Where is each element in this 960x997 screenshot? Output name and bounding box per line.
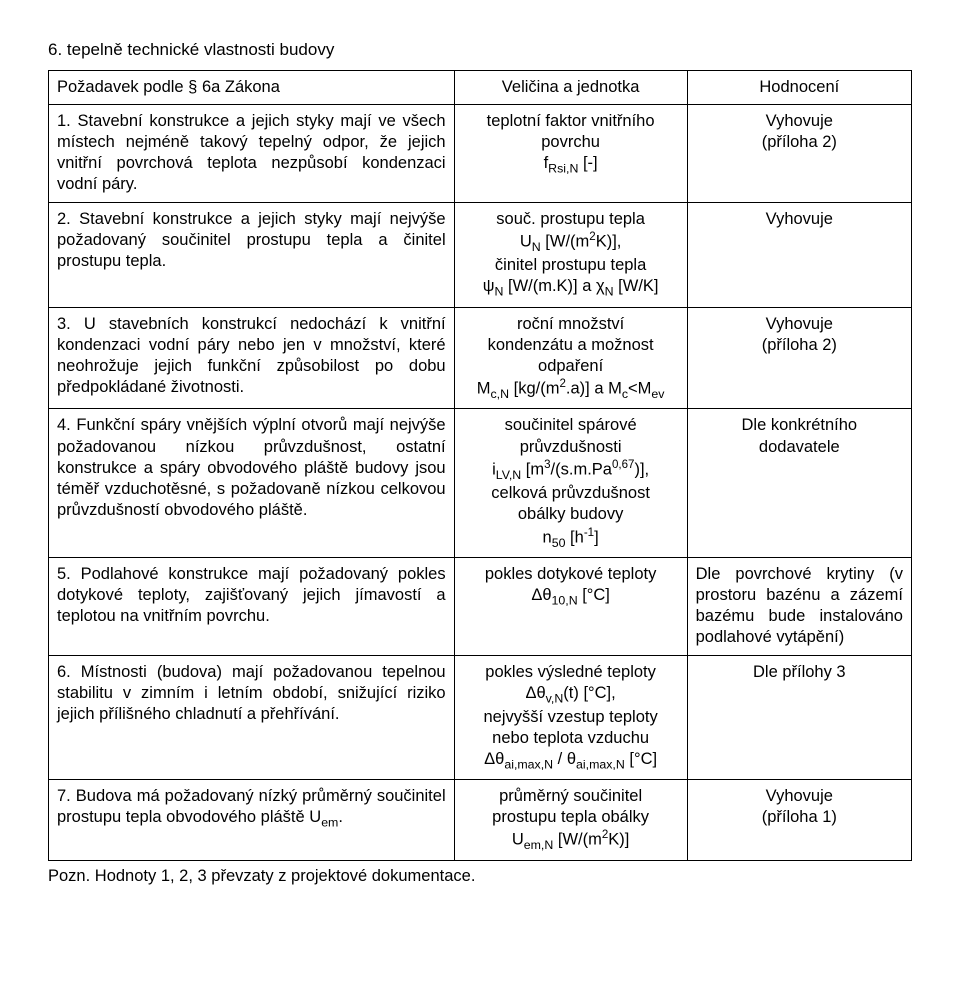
table-row: 5. Podlahové konstrukce mají požadovaný … [49,558,912,655]
header-evaluation: Hodnocení [687,71,911,105]
header-quantity: Veličina a jednotka [454,71,687,105]
cell-requirement: 4. Funkční spáry vnějších výplní otvorů … [49,409,455,558]
cell-requirement: 7. Budova má požadovaný nízký průměrný s… [49,780,455,861]
section-title: 6. tepelně technické vlastnosti budovy [48,40,912,60]
cell-evaluation: Vyhovuje(příloha 2) [687,307,911,409]
header-requirement: Požadavek podle § 6a Zákona [49,71,455,105]
cell-quantity: souč. prostupu teplaUN [W/(m2K)],činitel… [454,202,687,307]
cell-evaluation: Vyhovuje(příloha 1) [687,780,911,861]
table-row: 3. U stavebních konstrukcí nedochází k v… [49,307,912,409]
table-row: 1. Stavební konstrukce a jejich styky ma… [49,105,912,202]
cell-requirement: 5. Podlahové konstrukce mají požadovaný … [49,558,455,655]
cell-requirement: 2. Stavební konstrukce a jejich styky ma… [49,202,455,307]
table-header-row: Požadavek podle § 6a Zákona Veličina a j… [49,71,912,105]
table-row: 4. Funkční spáry vnějších výplní otvorů … [49,409,912,558]
cell-evaluation: Dle povrchové krytiny (v prostoru bazénu… [687,558,911,655]
footnote: Pozn. Hodnoty 1, 2, 3 převzaty z projekt… [48,867,912,886]
cell-quantity: průměrný součinitelprostupu tepla obálky… [454,780,687,861]
cell-evaluation: Vyhovuje(příloha 2) [687,105,911,202]
requirements-table: Požadavek podle § 6a Zákona Veličina a j… [48,70,912,861]
cell-evaluation: Dle konkrétníhododavatele [687,409,911,558]
table-row: 2. Stavební konstrukce a jejich styky ma… [49,202,912,307]
cell-requirement: 6. Místnosti (budova) mají požadovanou t… [49,655,455,780]
cell-evaluation: Vyhovuje [687,202,911,307]
cell-evaluation: Dle přílohy 3 [687,655,911,780]
cell-quantity: součinitel spárovéprůvzdušnostiiLV,N [m3… [454,409,687,558]
cell-quantity: roční množstvíkondenzátu a možnostodpaře… [454,307,687,409]
cell-quantity: pokles dotykové teplotyΔθ10,N [°C] [454,558,687,655]
table-row: 7. Budova má požadovaný nízký průměrný s… [49,780,912,861]
cell-quantity: pokles výsledné teplotyΔθv,N(t) [°C],nej… [454,655,687,780]
cell-requirement: 3. U stavebních konstrukcí nedochází k v… [49,307,455,409]
cell-quantity: teplotní faktor vnitřníhopovrchufRsi,N [… [454,105,687,202]
table-row: 6. Místnosti (budova) mají požadovanou t… [49,655,912,780]
cell-requirement: 1. Stavební konstrukce a jejich styky ma… [49,105,455,202]
